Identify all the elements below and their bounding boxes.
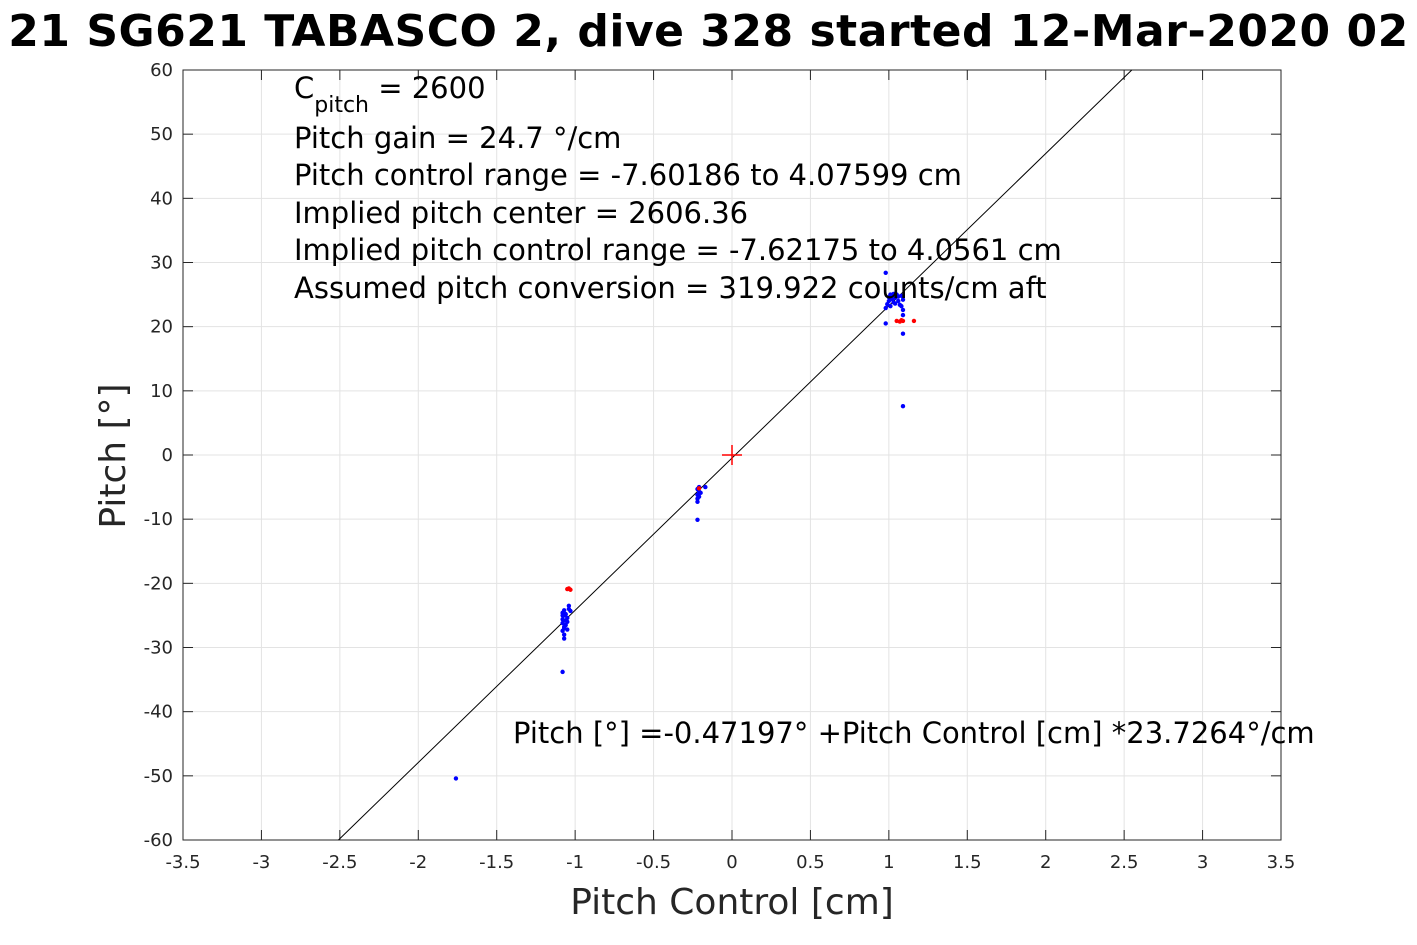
data-point <box>900 297 906 302</box>
data-point <box>566 603 572 608</box>
data-point <box>900 404 906 409</box>
chart-title: 21 SG621 TABASCO 2, dive 328 started 12-… <box>8 6 1409 57</box>
x-tick-label: 3 <box>1197 852 1208 873</box>
x-tick-label: -1 <box>566 852 584 873</box>
data-point <box>695 499 700 505</box>
y-tick-label: 0 <box>162 445 173 466</box>
x-tick-label: 0 <box>726 852 737 873</box>
data-point <box>899 303 904 309</box>
x-tick-labels: -3.5 -3 -2.5 -2 -1.5 -1 -0.5 0 0.5 1 1.5 2 2.5 3 3.5 <box>165 852 1295 873</box>
data-point <box>560 613 565 618</box>
data-point <box>565 586 570 592</box>
data-point <box>565 615 570 621</box>
data-point <box>560 669 565 675</box>
y-tick-label: -40 <box>144 702 173 723</box>
y-tick-label: 20 <box>150 317 173 338</box>
c-pitch-main: C <box>294 71 314 105</box>
y-tick-labels: -60 -50 -40 -30 -20 -10 0 10 20 30 40 50 60 <box>144 60 173 851</box>
data-point <box>896 298 901 304</box>
data-point <box>892 301 898 306</box>
y-axis-label: Pitch [°] <box>93 383 134 528</box>
y-tick-label: 60 <box>150 60 173 81</box>
data-point <box>891 291 896 297</box>
data-point <box>900 318 906 324</box>
x-tick-label: -1.5 <box>479 852 514 873</box>
tick-marks <box>182 69 1282 841</box>
data-point <box>565 619 570 625</box>
data-point <box>703 484 708 490</box>
data-point <box>900 312 906 318</box>
data-point <box>883 305 888 311</box>
data-point <box>453 776 459 781</box>
data-point <box>696 494 702 499</box>
data-point <box>568 608 573 614</box>
x-tick-label: 0.5 <box>796 852 825 873</box>
x-tick-label: 2.5 <box>1110 852 1139 873</box>
center-marker <box>722 445 742 465</box>
data-point <box>883 270 888 275</box>
data-point <box>698 490 703 496</box>
y-tick-label: 50 <box>150 124 173 145</box>
implied-pitch-center-annotation: Implied pitch center = 2606.36 <box>294 196 748 230</box>
x-tick-label: -3.5 <box>165 852 200 873</box>
y-tick-label: 10 <box>150 381 173 402</box>
data-point <box>695 517 700 523</box>
c-pitch-value: = 2600 <box>369 71 486 105</box>
implied-pitch-control-range-annotation: Implied pitch control range = -7.62175 t… <box>294 233 1062 267</box>
data-point <box>561 632 567 637</box>
x-tick-label: 2 <box>1040 852 1051 873</box>
data-point <box>900 331 906 336</box>
y-tick-label: 30 <box>150 253 173 274</box>
c-pitch-annotation: Cpitch = 2600 <box>294 71 486 118</box>
y-tick-label: -20 <box>144 573 173 594</box>
x-tick-label: -2.5 <box>322 852 357 873</box>
x-tick-label: -2 <box>409 852 427 873</box>
data-point <box>911 318 917 324</box>
data-point <box>900 307 906 313</box>
x-tick-label: 1 <box>883 852 894 873</box>
pitch-control-range-annotation: Pitch control range = -7.60186 to 4.0759… <box>294 158 962 192</box>
y-tick-label: -30 <box>144 638 173 659</box>
x-tick-label: 3.5 <box>1267 852 1296 873</box>
x-axis-label: Pitch Control [cm] <box>570 882 894 923</box>
pitch-gain-annotation: Pitch gain = 24.7 °/cm <box>294 121 621 155</box>
y-tick-label: -60 <box>144 830 173 851</box>
data-point <box>561 626 567 631</box>
data-point <box>561 608 567 613</box>
x-tick-label: -3 <box>252 852 270 873</box>
data-point <box>883 321 888 326</box>
data-point <box>696 486 702 491</box>
data-point <box>896 294 901 299</box>
data-point <box>561 636 567 641</box>
x-tick-label: 1.5 <box>953 852 982 873</box>
y-tick-label: -50 <box>144 766 173 787</box>
data-points <box>453 270 917 781</box>
x-tick-label: -0.5 <box>636 852 671 873</box>
data-point <box>888 303 893 309</box>
y-tick-label: 40 <box>150 188 173 209</box>
c-pitch-subscript: pitch <box>314 93 369 118</box>
y-tick-label: -10 <box>144 509 173 530</box>
pitch-conversion-annotation: Assumed pitch conversion = 319.922 count… <box>294 271 1047 305</box>
fit-equation-annotation: Pitch [°] =-0.47197° +Pitch Control [cm]… <box>513 716 1315 750</box>
